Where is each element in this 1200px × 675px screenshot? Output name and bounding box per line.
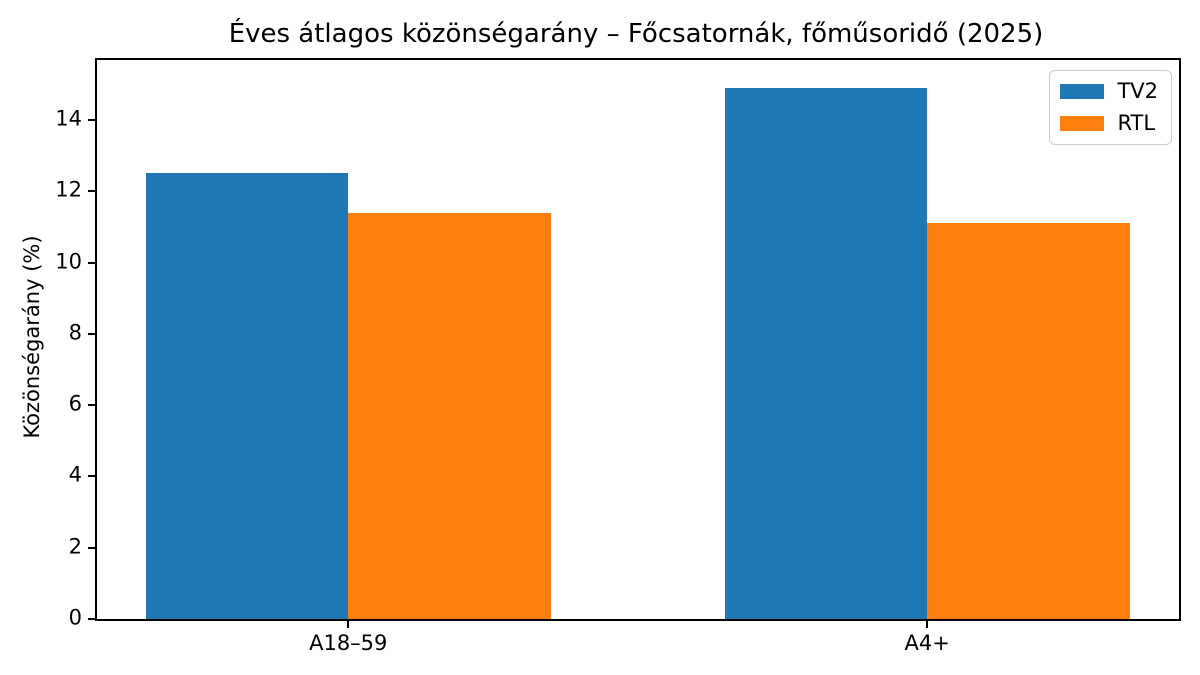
x-tick-mark xyxy=(347,621,350,628)
legend-item-rtl: RTL xyxy=(1060,111,1158,136)
x-tick-label: A18–59 xyxy=(309,631,388,655)
y-axis-label: Közönségarány (%) xyxy=(20,235,44,439)
legend: TV2 RTL xyxy=(1049,70,1172,146)
x-tick-label: A4+ xyxy=(904,631,950,655)
legend-item-tv2: TV2 xyxy=(1060,79,1158,103)
y-tick-label: 14 xyxy=(55,106,82,131)
y-tick-label: 0 xyxy=(68,605,82,630)
y-tick-label: 10 xyxy=(55,249,82,274)
y-tick-mark xyxy=(88,404,95,407)
y-tick-mark xyxy=(88,475,95,478)
y-tick-label: 8 xyxy=(68,320,82,345)
y-tick-mark xyxy=(88,546,95,549)
y-tick-label: 4 xyxy=(68,463,82,488)
legend-label: TV2 xyxy=(1117,79,1158,103)
chart-title: Éves átlagos közönségarány – Főcsatornák… xyxy=(228,19,1044,49)
legend-swatch-tv2 xyxy=(1060,84,1105,100)
y-tick-mark xyxy=(88,190,95,193)
bar-tv2-a18–59 xyxy=(145,173,349,619)
bar-rtl-a18–59 xyxy=(348,212,551,619)
legend-swatch-rtl xyxy=(1060,116,1105,132)
plot-area: TV2 RTL 0 2 4 6 8 10 12 14 A18–59 A4+ xyxy=(55,58,1181,654)
y-tick-mark xyxy=(88,332,95,335)
legend-label: RTL xyxy=(1117,111,1156,136)
y-tick-mark xyxy=(88,618,95,620)
x-tick-mark xyxy=(926,621,929,628)
y-tick-mark xyxy=(88,261,95,264)
bar-tv2-a4+ xyxy=(724,87,928,619)
bar-rtl-a4+ xyxy=(927,223,1130,619)
y-tick-label: 12 xyxy=(55,177,82,202)
y-tick-label: 2 xyxy=(68,534,82,559)
y-tick-mark xyxy=(88,118,95,121)
y-tick-label: 6 xyxy=(68,391,82,416)
